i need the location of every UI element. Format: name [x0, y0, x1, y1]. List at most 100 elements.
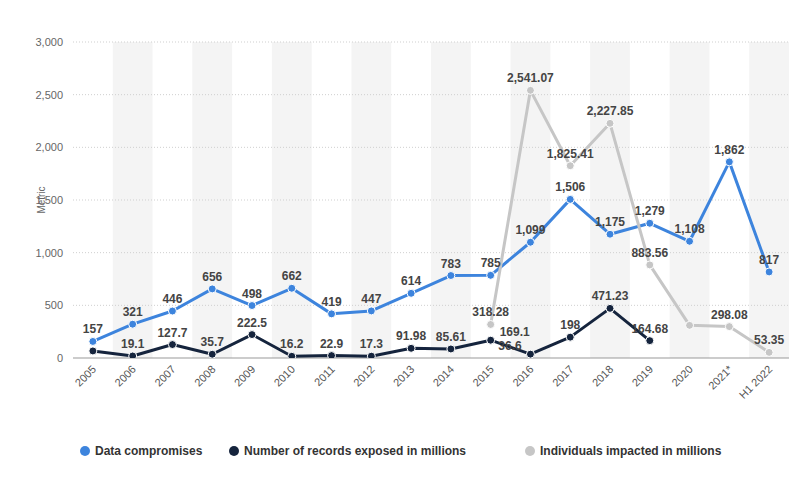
point: [606, 230, 614, 238]
data-label: 318.28: [472, 305, 509, 319]
data-label: 35.7: [201, 335, 225, 349]
chart: 05001,0001,5002,0002,5003,000Metric20052…: [0, 0, 800, 480]
point: [725, 323, 733, 331]
data-label: 22.9: [320, 337, 344, 351]
data-label: 656: [202, 270, 222, 284]
data-label: 85.61: [436, 330, 466, 344]
legend-marker: [80, 446, 90, 456]
point: [487, 271, 495, 279]
point: [328, 310, 336, 318]
x-tick-label: 2019: [629, 363, 655, 389]
point: [526, 86, 534, 94]
point: [765, 348, 773, 356]
point: [447, 345, 455, 353]
x-tick-label: 2010: [271, 363, 297, 389]
data-label: 169.1: [500, 325, 530, 339]
series-line: [93, 308, 650, 356]
point: [765, 268, 773, 276]
point: [686, 237, 694, 245]
point: [686, 321, 694, 329]
point: [487, 336, 495, 344]
point: [407, 344, 415, 352]
x-tick-label: 2005: [73, 363, 99, 389]
data-label: 614: [401, 274, 421, 288]
x-tick-label: 2009: [232, 363, 258, 389]
x-tick-label: 2013: [391, 363, 417, 389]
point: [725, 158, 733, 166]
x-tick-label: 2007: [152, 363, 178, 389]
point: [606, 304, 614, 312]
y-tick-label: 2,000: [35, 141, 63, 153]
data-label: 1,099: [515, 223, 545, 237]
x-tick-label: 2015: [470, 363, 496, 389]
point: [407, 289, 415, 297]
legend-label: Number of records exposed in millions: [244, 444, 466, 458]
y-axis-label: Metric: [36, 186, 47, 213]
data-label: 1,825.41: [547, 147, 594, 161]
data-label: 91.98: [396, 329, 426, 343]
data-label: 498: [242, 287, 262, 301]
y-tick-label: 1,000: [35, 247, 63, 259]
point: [89, 337, 97, 345]
data-label: 1,862: [714, 143, 744, 157]
point: [646, 337, 654, 345]
data-label: 19.1: [121, 337, 145, 351]
data-label: 1,506: [555, 180, 585, 194]
x-tick-label: 2014: [431, 363, 457, 389]
grid-line: [73, 94, 789, 95]
data-label: 53.35: [754, 333, 784, 347]
x-tick-label: 2018: [590, 363, 616, 389]
data-label: 157: [83, 322, 103, 336]
point: [487, 320, 495, 328]
series-line: [491, 90, 769, 352]
data-label: 817: [759, 253, 779, 267]
grid-line: [73, 252, 789, 253]
point: [367, 307, 375, 315]
x-tick-label: 2016: [510, 363, 536, 389]
data-label: 36.6: [498, 339, 522, 353]
data-label: 783: [441, 257, 461, 271]
point: [129, 320, 137, 328]
data-label: 321: [123, 305, 143, 319]
data-label: 446: [162, 292, 182, 306]
x-tick-label: 2020: [669, 363, 695, 389]
point: [288, 352, 296, 358]
legend-label: Data compromises: [95, 444, 203, 458]
data-label: 2,541.07: [507, 71, 554, 85]
data-label: 471.23: [592, 289, 629, 303]
data-label: 298.08: [711, 308, 748, 322]
point: [288, 284, 296, 292]
data-label: 1,175: [595, 215, 625, 229]
data-label: 198: [560, 318, 580, 332]
y-tick-label: 500: [45, 299, 63, 311]
data-label: 164.68: [631, 322, 668, 336]
y-tick-label: 2,500: [35, 89, 63, 101]
legend-label: Individuals impacted in millions: [540, 444, 722, 458]
point: [447, 272, 455, 280]
plot-marks: [89, 86, 773, 358]
legend: Data compromises Number of records expose…: [80, 444, 722, 458]
data-label: 17.3: [360, 337, 384, 351]
legend-marker: [229, 446, 239, 456]
x-tick-label: H1 2022: [737, 363, 775, 401]
point: [646, 219, 654, 227]
point: [606, 119, 614, 127]
x-tick-label: 2011: [312, 363, 337, 388]
point: [566, 162, 574, 170]
data-label: 1,108: [675, 222, 705, 236]
point: [367, 352, 375, 358]
point: [129, 352, 137, 358]
data-label: 127.7: [157, 326, 187, 340]
data-label: 222.5: [237, 316, 267, 330]
x-tick-label: 2008: [192, 363, 218, 389]
data-label: 785: [481, 256, 501, 270]
point: [328, 352, 336, 358]
point: [526, 350, 534, 358]
data-label: 883.56: [631, 246, 668, 260]
x-tick-label: 2017: [550, 363, 576, 389]
legend-marker: [525, 446, 535, 456]
point: [248, 302, 256, 310]
y-tick-label: 3,000: [35, 36, 63, 48]
data-label: 16.2: [280, 337, 304, 351]
point: [89, 347, 97, 355]
